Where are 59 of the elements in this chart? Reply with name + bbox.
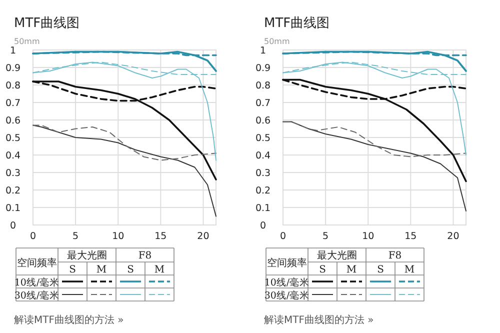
y-tick-label: 0.5 xyxy=(5,133,21,144)
y-tick-label: 0.1 xyxy=(5,203,21,214)
y-tick-label: 0.9 xyxy=(5,63,21,74)
y-tick-label: 0.1 xyxy=(255,203,271,214)
line-series xyxy=(32,124,216,217)
text: 空间频率 xyxy=(17,257,57,269)
text: S xyxy=(69,264,76,276)
line-series xyxy=(282,121,466,158)
line-series xyxy=(32,124,216,161)
text: 30线/毫米 xyxy=(14,290,60,302)
x-tick-label: 0 xyxy=(30,231,36,242)
x-tick-label: 10 xyxy=(362,231,374,242)
x-tick-label: 15 xyxy=(404,231,417,242)
y-tick-label: 0.2 xyxy=(255,186,271,196)
text: 解读MTF曲线图的方法 » xyxy=(264,314,374,326)
y-tick-label: 1 xyxy=(260,46,266,56)
text: 空间频率 xyxy=(267,257,307,269)
x-tick-label: 10 xyxy=(112,231,124,242)
text: F8 xyxy=(138,250,152,262)
x-tick-label: 5 xyxy=(322,231,329,242)
y-tick-label: 0 xyxy=(260,220,266,232)
x-tick-label: 15 xyxy=(154,231,167,242)
x-tick-label: 0 xyxy=(280,231,286,242)
text: 最大光圈 xyxy=(67,250,107,262)
y-tick-label: 0.5 xyxy=(255,133,271,144)
y-tick-label: 0.6 xyxy=(255,116,271,126)
y-tick-label: 0.9 xyxy=(255,63,271,74)
text: 10线/毫米 xyxy=(264,276,310,288)
text: S xyxy=(377,264,384,276)
x-tick-label: 5 xyxy=(72,231,79,242)
y-tick-label: 0.8 xyxy=(5,80,21,92)
text: M xyxy=(404,264,415,276)
text: 最大光圈 xyxy=(317,250,357,262)
chart-title: MTF曲线图 xyxy=(14,16,80,31)
y-tick-label: 0.3 xyxy=(255,168,271,179)
text: M xyxy=(96,264,107,276)
y-tick-label: 0.4 xyxy=(255,150,271,162)
y-tick-label: 0.7 xyxy=(255,98,271,109)
y-tick-label: 0.7 xyxy=(5,98,21,109)
chart-title: MTF曲线图 xyxy=(264,16,330,31)
text: S xyxy=(319,264,326,276)
text: 30线/毫米 xyxy=(264,290,310,302)
x-tick-label: 20 xyxy=(197,231,210,242)
y-tick-label: 1 xyxy=(10,46,16,56)
y-tick-label: 0.4 xyxy=(5,150,21,162)
text: M xyxy=(346,264,357,276)
y-tick-label: 0.8 xyxy=(255,80,271,92)
x-tick-label: 20 xyxy=(447,231,460,242)
y-tick-label: 0.2 xyxy=(5,186,21,196)
text: 10线/毫米 xyxy=(14,276,60,288)
chart-subtitle: 50mm xyxy=(264,37,290,46)
chart-subtitle: 50mm xyxy=(14,37,40,46)
text: 解读MTF曲线图的方法 » xyxy=(14,314,124,326)
text: F8 xyxy=(388,250,402,262)
y-tick-label: 0 xyxy=(10,220,16,232)
y-tick-label: 0.3 xyxy=(5,168,21,179)
text: S xyxy=(127,264,134,276)
text: M xyxy=(154,264,165,276)
y-tick-label: 0.6 xyxy=(5,116,21,126)
